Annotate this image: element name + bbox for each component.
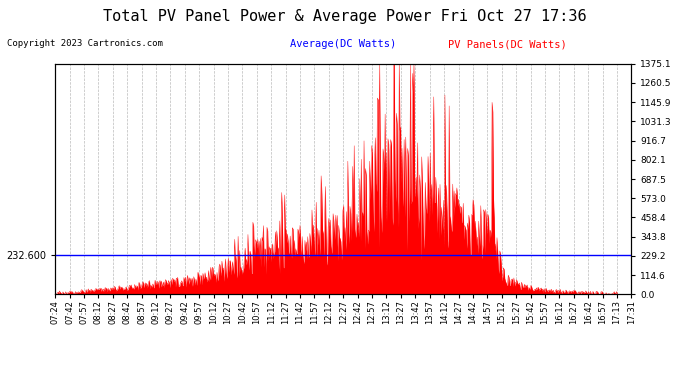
Text: Average(DC Watts): Average(DC Watts) — [290, 39, 396, 50]
Text: Copyright 2023 Cartronics.com: Copyright 2023 Cartronics.com — [7, 39, 163, 48]
Text: Total PV Panel Power & Average Power Fri Oct 27 17:36: Total PV Panel Power & Average Power Fri… — [104, 9, 586, 24]
Text: PV Panels(DC Watts): PV Panels(DC Watts) — [448, 39, 567, 50]
